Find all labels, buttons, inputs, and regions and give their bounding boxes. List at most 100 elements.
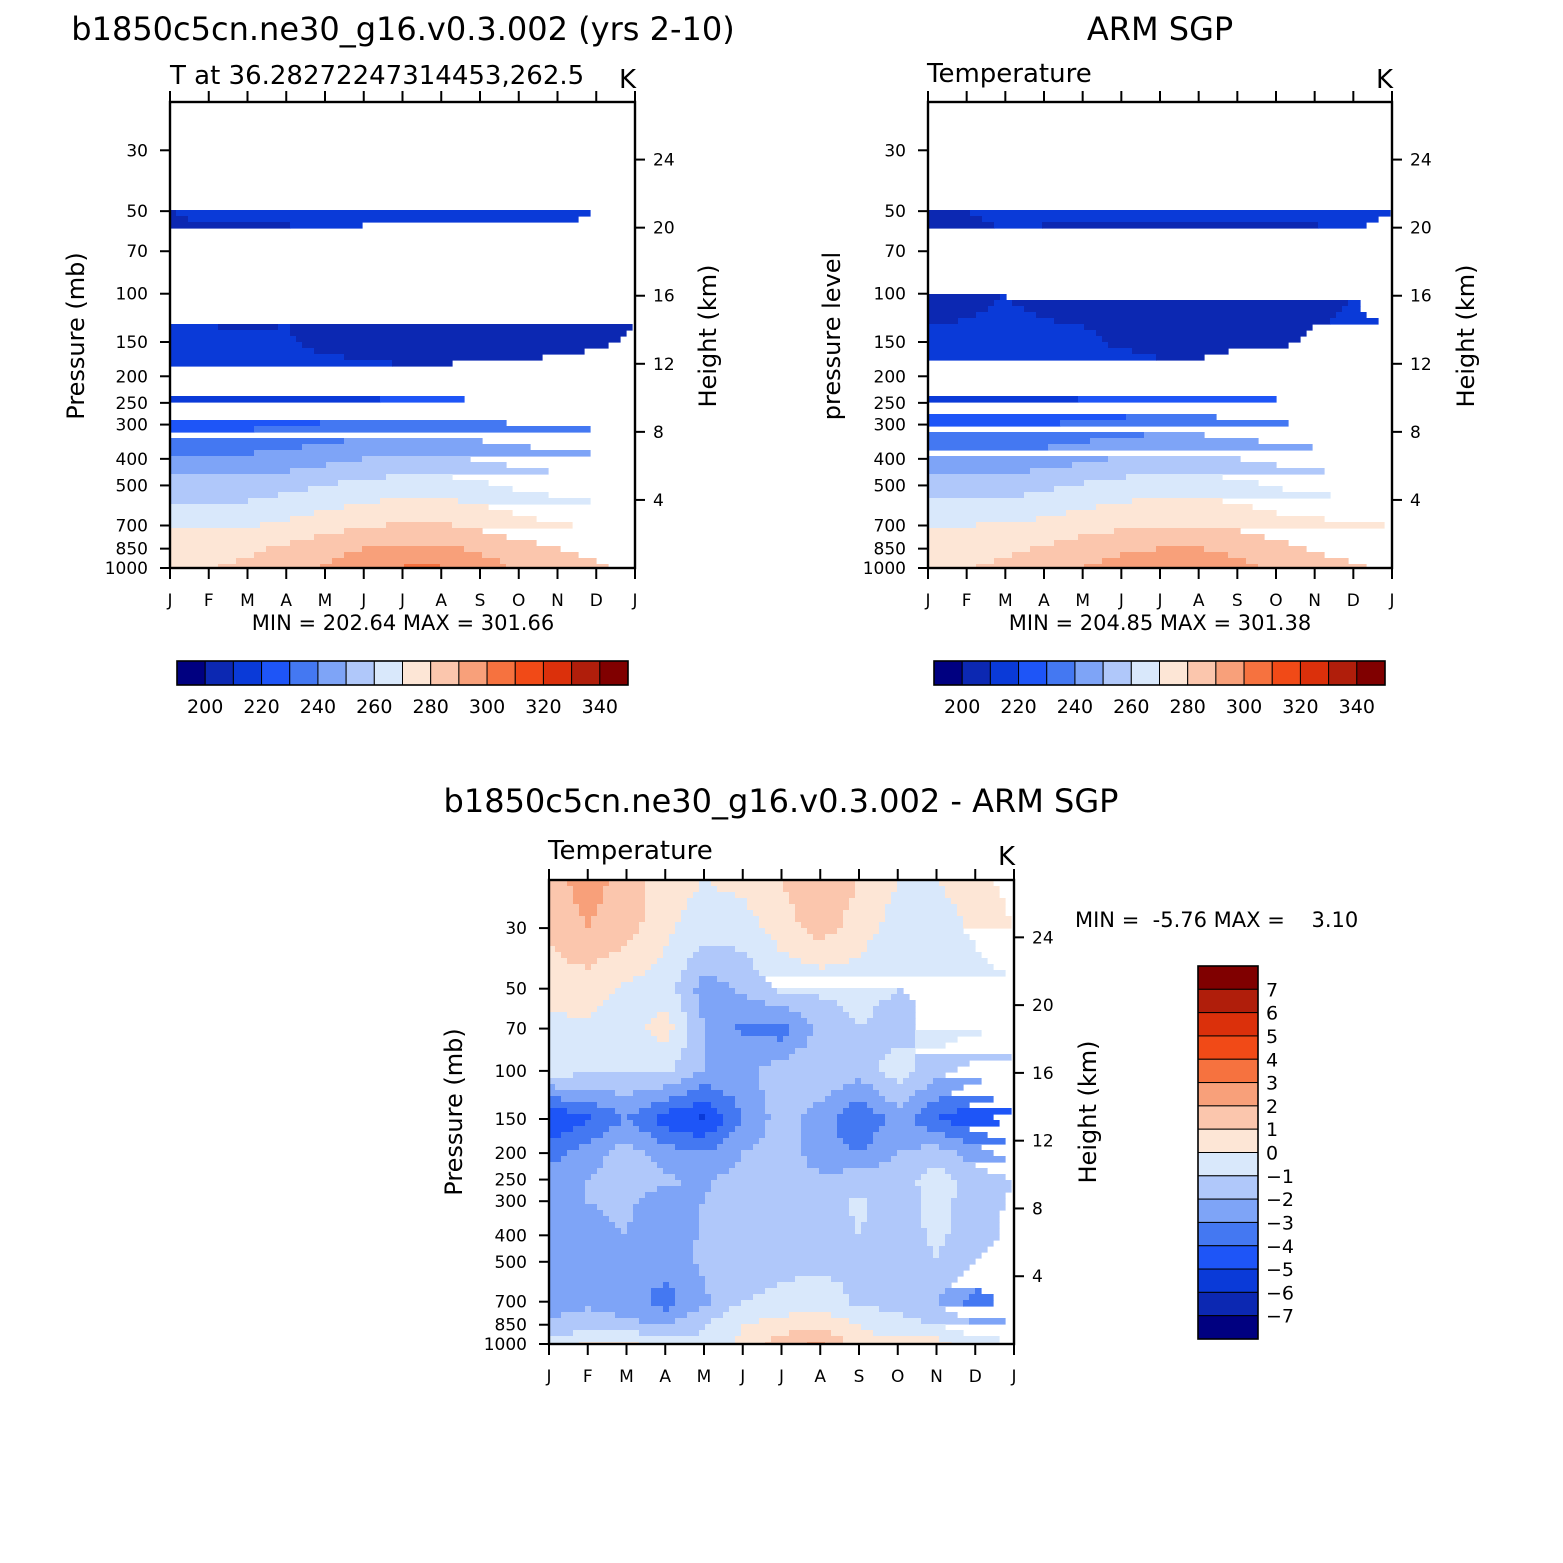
contour-cell — [567, 880, 610, 887]
contour-cell — [861, 1228, 928, 1235]
contour-cell — [615, 1222, 628, 1229]
colorbar-label: 300 — [469, 696, 505, 718]
contour-cell — [170, 534, 315, 541]
contour-cell — [873, 934, 970, 941]
contour-cell — [693, 1102, 712, 1109]
contour-cell — [825, 934, 874, 941]
colorbar-label: −1 — [1266, 1166, 1294, 1188]
contour-cell — [831, 1090, 880, 1097]
contour-cell — [711, 1300, 742, 1307]
contour-cell — [1012, 300, 1349, 307]
colorbar-box — [1197, 1291, 1259, 1317]
contour-cell — [344, 552, 483, 559]
contour-cell — [928, 300, 995, 307]
contour-cell — [759, 1078, 856, 1085]
contour-cell — [927, 1168, 946, 1175]
contour-cell — [302, 342, 609, 349]
contour-cell — [951, 898, 1006, 905]
y-tick-label: 300 — [874, 416, 906, 436]
contour-cell — [928, 480, 1085, 487]
contour-cell — [248, 498, 381, 505]
contour-cell — [296, 336, 621, 343]
contour-cell — [915, 1060, 970, 1067]
contour-cell — [879, 928, 964, 935]
contour-cell — [928, 354, 1157, 361]
y2-tick-label: 12 — [1032, 1132, 1054, 1152]
contour-cell — [897, 988, 904, 995]
contour-cell — [963, 1138, 1006, 1145]
y-tick-label: 250 — [495, 1171, 527, 1191]
contour-cell — [933, 1246, 940, 1253]
contour-cell — [873, 1006, 916, 1013]
contour-cell — [795, 1048, 892, 1055]
contour-cell — [921, 1144, 940, 1151]
colorbar-box — [989, 660, 1020, 686]
y-tick-label: 50 — [126, 202, 148, 222]
contour-cell — [236, 558, 333, 565]
contour-cell — [681, 1054, 706, 1061]
contour-cell — [988, 306, 1025, 313]
contour-cell — [687, 1042, 706, 1049]
contour-cell — [994, 300, 1013, 307]
contour-cell — [807, 1042, 916, 1049]
contour-cell — [927, 1102, 970, 1109]
contour-cell — [771, 1114, 802, 1121]
contour-cell — [717, 1108, 742, 1115]
contour-cell — [741, 1150, 802, 1157]
contour-cell — [927, 1126, 970, 1133]
colorbar-label: −3 — [1266, 1212, 1294, 1234]
contour-cell — [591, 1114, 622, 1121]
contour-cell — [597, 1102, 652, 1109]
contour-cell — [633, 976, 682, 983]
contour-cell — [170, 546, 267, 553]
contour-cell — [549, 1078, 682, 1085]
colorbar-box — [1197, 1035, 1259, 1060]
contour-cell — [928, 564, 977, 569]
contour-cell — [549, 1042, 688, 1049]
contour-cell — [963, 916, 1012, 923]
contour-cell — [675, 1066, 706, 1073]
contour-cell — [849, 1144, 868, 1151]
contour-cell — [278, 492, 549, 499]
contour-cell — [699, 994, 748, 1001]
contour-cell — [549, 1102, 598, 1109]
x-tick-label: A — [659, 1367, 671, 1387]
contour-cell — [549, 1168, 598, 1175]
contour-cell — [482, 552, 579, 559]
contour-cell — [549, 1210, 604, 1217]
contour-cell — [699, 1228, 856, 1235]
contour-cell — [549, 1090, 616, 1097]
contour-cell — [597, 958, 658, 965]
colorbar-label: 200 — [944, 696, 980, 718]
contour-cell — [753, 964, 820, 971]
contour-cell — [861, 1078, 898, 1085]
contour-cell — [939, 1144, 982, 1151]
contour-cell — [681, 1000, 700, 1007]
contour-cell — [549, 1270, 700, 1277]
contour-cell — [1336, 312, 1367, 319]
contour-cell — [645, 1150, 742, 1157]
contour-cell — [705, 1192, 922, 1199]
contour-cell — [928, 474, 1127, 481]
contour-cell — [891, 892, 946, 899]
contour-cell — [928, 486, 1055, 493]
contour-cell — [254, 426, 591, 433]
contour-cell — [976, 312, 1037, 319]
contour-cell — [747, 952, 790, 959]
contour-cell — [1342, 306, 1361, 313]
contour-cell — [801, 1132, 838, 1139]
panel3-ylabel-right: Height (km) — [1074, 1041, 1102, 1184]
contour-cell — [549, 1144, 580, 1151]
contour-cell — [723, 1114, 742, 1121]
contour-cell — [699, 982, 730, 989]
contour-cell — [753, 958, 802, 965]
contour-cell — [928, 216, 983, 223]
contour-cell — [567, 1012, 592, 1019]
contour-cell — [663, 1282, 670, 1289]
contour-cell — [657, 1162, 736, 1169]
y-tick-label: 850 — [874, 540, 906, 560]
contour-cell — [669, 1018, 688, 1025]
contour-cell — [645, 910, 682, 917]
colorbar-label: 340 — [1339, 696, 1375, 718]
x-tick-label: J — [1010, 1367, 1016, 1387]
